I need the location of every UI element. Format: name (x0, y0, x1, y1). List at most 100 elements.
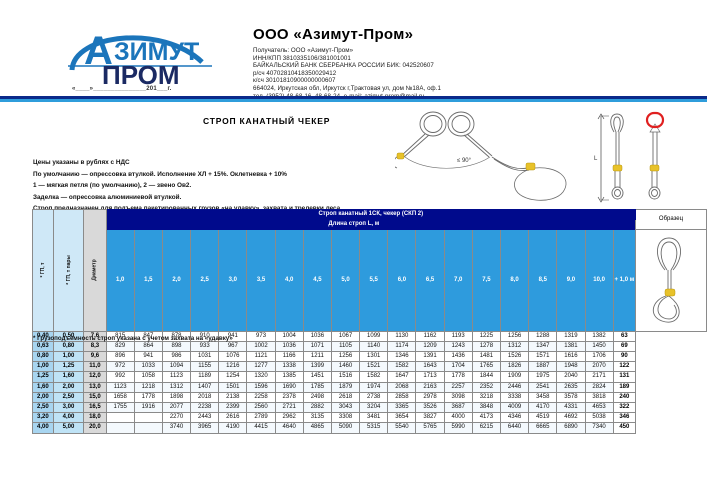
cell-price: 6890 (556, 422, 586, 434)
cell-gp: 1,25 (32, 371, 54, 383)
cell-price: 1225 (471, 330, 501, 342)
cell-price: 1975 (528, 371, 558, 383)
cell-price-per-extra-meter: 189 (612, 381, 637, 393)
cell-price: 3827 (415, 412, 445, 424)
length-col-header: 1,5 (133, 229, 163, 332)
cell-price: 1898 (161, 391, 192, 404)
cell-price: 4640 (274, 422, 304, 434)
cell-price: 2258 (246, 391, 276, 404)
requisite-line: ИНН/КПП 3810335106/381001001 (253, 54, 351, 62)
cell-price: 3654 (387, 412, 417, 424)
cell-price: 5038 (584, 412, 614, 424)
cell-price: 1521 (359, 361, 389, 373)
notes-block: Цены указаны в рублях с НДС По умолчанию… (33, 157, 463, 215)
length-col-header: 6,5 (415, 229, 445, 332)
cell-gp: 1,00 (32, 361, 54, 373)
cell-price: 3578 (556, 391, 586, 404)
requisite-line: 664024, Иркутская обл, Иркутск г,Трактов… (253, 84, 441, 92)
cell-price: 4865 (302, 422, 332, 434)
cell-price: 3308 (330, 412, 361, 424)
cell-price: 1130 (387, 330, 417, 342)
cell-price: 1385 (274, 371, 304, 383)
cell-gp: 2,50 (32, 402, 54, 414)
cell-gp: 0,63 (32, 340, 54, 353)
cell-price: 4009 (499, 402, 530, 414)
cell-price-per-extra-meter: 240 (612, 391, 637, 404)
cell-price: 5990 (443, 422, 473, 434)
cell-diameter: 18,0 (83, 412, 107, 424)
cell-price: 1407 (190, 381, 220, 393)
cell-price: 2446 (499, 381, 530, 393)
cell-price: 1211 (302, 351, 332, 363)
cell-price: 6440 (499, 422, 530, 434)
cell-price: 1277 (246, 361, 276, 373)
note-line: 1 — мягкая петля (по умолчанию), 2 — зве… (33, 182, 192, 189)
ring-link-icon (645, 111, 665, 129)
cell-price: 2352 (471, 381, 501, 393)
cell-diameter: 8,3 (83, 340, 107, 353)
cell-price: 1974 (359, 381, 389, 393)
cell-price (105, 422, 135, 434)
cell-price (133, 412, 163, 424)
cell-price: 1121 (246, 351, 276, 363)
cell-diameter: 11,0 (83, 361, 107, 373)
cell-gp-pair: 2,50 (52, 391, 85, 404)
cell-price: 1704 (443, 361, 473, 373)
note-line: Строп предназначен для подъема пакетиров… (33, 205, 341, 212)
cell-price: 1916 (133, 402, 163, 414)
length-col-header: 6,0 (387, 229, 417, 332)
cell-price: 3818 (584, 391, 614, 404)
cell-price: 1288 (528, 330, 558, 342)
cell-price: 4000 (443, 412, 473, 424)
cell-price (105, 412, 135, 424)
cell-price: 2858 (387, 391, 417, 404)
length-col-header: 5,0 (330, 229, 361, 332)
cell-price: 1450 (584, 340, 614, 353)
cell-price: 1243 (443, 340, 473, 353)
sample-image-cell (635, 229, 707, 332)
svg-text:А: А (84, 29, 113, 73)
cell-price: 4346 (499, 412, 530, 424)
cell-price: 6215 (471, 422, 501, 434)
cell-price: 1713 (415, 371, 445, 383)
cell-price: 3848 (471, 402, 501, 414)
cell-price: 1690 (274, 381, 304, 393)
cell-gp: 4,00 (32, 422, 54, 434)
cell-price: 2962 (274, 412, 304, 424)
cell-price: 7340 (584, 422, 614, 434)
cell-price: 1706 (584, 351, 614, 363)
cell-price: 2077 (161, 402, 192, 414)
length-col-header: 10,0 (584, 229, 614, 332)
table-body: 0,40 0,50 7,6 815 847 878 910 941 973 10… (32, 330, 707, 434)
table-footnote: * Грузоподъемность строп указана с учето… (33, 335, 233, 342)
cell-price: 1312 (161, 381, 192, 393)
cell-price: 2138 (218, 391, 248, 404)
table-band-title: Строп канатный 1СК, чекер (СКП 2) (105, 208, 637, 221)
table-column-header-row: 1,0 1,5 2,0 2,5 3,0 3,5 4,0 4,5 5,0 5,5 … (33, 229, 707, 332)
cell-price: 992 (105, 371, 135, 383)
price-table: * ГП, т * ГП, т пары Диаметр Строп канат… (32, 208, 707, 434)
length-col-header: + 1,0 м (612, 229, 637, 332)
col-header-diameter: Диаметр (83, 209, 107, 332)
requisite-line: к/сч 30101810900000000607 (253, 77, 336, 85)
cell-price: 2270 (161, 412, 192, 424)
cell-price: 2163 (415, 381, 445, 393)
table-row: 2,50 3,00 16,5 1755 1916 2077 2238 2399 … (32, 402, 707, 414)
cell-price: 1501 (218, 381, 248, 393)
cell-diameter: 9,6 (83, 351, 107, 363)
cell-price: 1596 (246, 381, 276, 393)
cell-price: 2541 (528, 381, 558, 393)
cell-price: 5090 (330, 422, 361, 434)
length-dimension-label: L (594, 156, 598, 162)
cell-price: 1301 (359, 351, 389, 363)
cell-price: 1193 (443, 330, 473, 342)
length-col-header: 1,0 (105, 229, 135, 332)
requisite-line: р/сч 40702810418350029412 (253, 69, 337, 77)
cell-diameter: 15,0 (83, 391, 107, 404)
cell-price: 1155 (190, 361, 220, 373)
length-col-header: 2,0 (161, 229, 192, 332)
cell-price: 4170 (528, 402, 558, 414)
cell-price: 1887 (528, 361, 558, 373)
cell-price-per-extra-meter: 322 (612, 402, 637, 414)
cell-diameter: 12,0 (83, 371, 107, 383)
